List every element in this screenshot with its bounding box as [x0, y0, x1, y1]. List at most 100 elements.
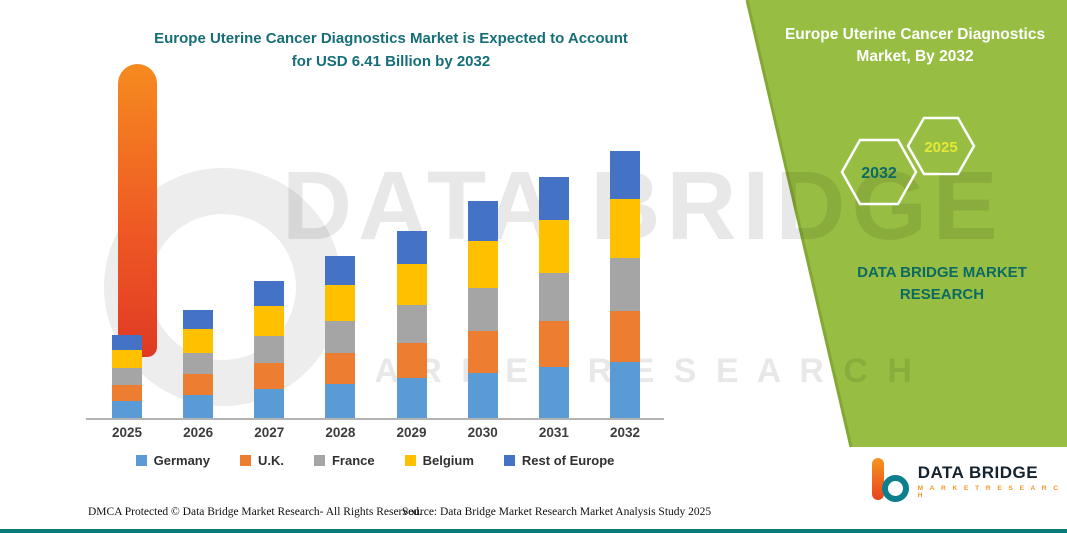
green-panel-edge [745, 0, 853, 448]
bar-segment-rest-of-europe [254, 280, 285, 306]
bar-segment-u-k- [538, 321, 569, 368]
x-axis-labels: 2025 2026 2027 2028 2029 2030 2031 2032 [99, 425, 653, 440]
panel-brand-line2: RESEARCH [899, 285, 985, 303]
bottom-accent-line [0, 529, 1067, 533]
x-label-2027: 2027 [254, 425, 285, 440]
hexagon-2032 [840, 138, 918, 206]
legend-label: France [331, 453, 375, 468]
x-axis-line [86, 418, 664, 420]
year-hexagons: 2032 2025 [840, 116, 976, 206]
panel-heading: Europe Uterine Cancer Diagnostics Market… [772, 24, 1058, 69]
x-label-2030: 2030 [467, 425, 498, 440]
panel-brand-line1: DATA BRIDGE MARKET [857, 264, 1027, 281]
bar-segment-belgium [183, 328, 214, 353]
legend-swatch [313, 455, 325, 466]
bar-segment-rest-of-europe [609, 151, 640, 200]
x-label-2032: 2032 [609, 425, 640, 440]
legend-item: Belgium [404, 453, 474, 468]
bar-segment-germany [538, 367, 569, 418]
bar-segment-france [609, 257, 640, 312]
chart-title-line1: Europe Uterine Cancer Diagnostics Market… [154, 30, 628, 47]
bar-segment-belgium [467, 240, 498, 289]
panel-brand-text: DATA BRIDGE MARKET RESEARCH [812, 262, 1067, 306]
bar-segment-france [396, 305, 427, 343]
bar-segment-belgium [396, 263, 427, 306]
legend-item: U.K. [239, 453, 284, 468]
bar-segment-germany [396, 378, 427, 418]
legend-item: Germany [135, 453, 210, 468]
panel-heading-line1: Europe Uterine Cancer Diagnostics [784, 26, 1046, 43]
bar-segment-germany [112, 400, 142, 418]
logo-text-block: DATA BRIDGE M A R K E T R E S E A R C H [918, 463, 1067, 499]
bar-segment-u-k- [609, 311, 640, 362]
bar-2032 [609, 151, 640, 418]
legend-item: France [313, 453, 375, 468]
bar-segment-france [467, 288, 498, 332]
bar-segment-u-k- [325, 353, 356, 384]
bar-segment-germany [254, 389, 285, 418]
bar-2025 [112, 334, 142, 418]
bar-segment-rest-of-europe [396, 230, 427, 264]
bar-segment-rest-of-europe [112, 334, 142, 350]
bar-segment-france [325, 320, 356, 354]
logo-stem-shape [872, 458, 884, 500]
green-panel-shape [747, 0, 1067, 447]
x-label-2029: 2029 [396, 425, 427, 440]
bar-segment-belgium [325, 284, 356, 321]
bar-segment-rest-of-europe [325, 255, 356, 285]
dmca-text: DMCA Protected © Data Bridge Market Rese… [88, 506, 422, 518]
data-bridge-logo: DATA BRIDGE M A R K E T R E S E A R C H [870, 458, 1067, 504]
bar-segment-france [254, 335, 285, 364]
bar-2029 [396, 230, 427, 418]
bar-segment-germany [183, 395, 214, 418]
bar-segment-rest-of-europe [183, 309, 214, 329]
bar-segment-u-k- [396, 342, 427, 379]
bar-segment-france [112, 368, 142, 385]
bar-segment-belgium [609, 199, 640, 258]
legend-swatch [404, 455, 416, 466]
bar-2028 [325, 255, 356, 418]
x-label-2031: 2031 [538, 425, 569, 440]
bar-segment-rest-of-europe [467, 201, 498, 241]
bar-2031 [538, 176, 569, 418]
legend-swatch [135, 455, 147, 466]
bar-2027 [254, 280, 285, 418]
bar-segment-u-k- [254, 363, 285, 390]
x-label-2026: 2026 [183, 425, 214, 440]
bar-segment-germany [325, 383, 356, 418]
legend-swatch [503, 455, 515, 466]
logo-sub-text: M A R K E T R E S E A R C H [917, 485, 1061, 499]
hexagon-2032-label: 2032 [861, 165, 897, 182]
panel-heading-line2: Market, By 2032 [856, 48, 974, 66]
legend-label: U.K. [257, 453, 284, 468]
logo-ring-shape [882, 475, 909, 502]
legend-label: Rest of Europe [521, 453, 615, 468]
bar-2026 [183, 309, 214, 418]
legend-swatch [239, 455, 251, 466]
bar-segment-u-k- [112, 384, 142, 401]
bar-segment-belgium [112, 349, 142, 369]
bar-segment-u-k- [183, 374, 214, 396]
legend-label: Germany [153, 453, 210, 468]
legend: Germany U.K. France Belgium Rest of Europe [85, 453, 665, 468]
logo-name-text: DATA BRIDGE [917, 463, 1039, 482]
legend-label: Belgium [422, 453, 474, 468]
bar-2030 [467, 201, 498, 418]
watermark-logo-bar [118, 64, 157, 357]
legend-item: Rest of Europe [503, 453, 615, 468]
source-text: Source: Data Bridge Market Research Mark… [402, 506, 712, 518]
bar-segment-rest-of-europe [538, 176, 569, 220]
hexagon-2025 [906, 116, 976, 176]
x-label-2025: 2025 [111, 425, 143, 440]
bar-segment-belgium [538, 219, 569, 274]
hexagon-2025-label: 2025 [924, 139, 957, 156]
chart-title-line2: for USD 6.41 Billion by 2032 [291, 53, 491, 71]
x-label-2028: 2028 [325, 425, 356, 440]
bar-segment-france [183, 352, 214, 375]
chart-title: Europe Uterine Cancer Diagnostics Market… [108, 27, 674, 74]
bar-chart [112, 148, 640, 418]
bar-segment-germany [609, 361, 640, 418]
bar-segment-u-k- [467, 331, 498, 373]
